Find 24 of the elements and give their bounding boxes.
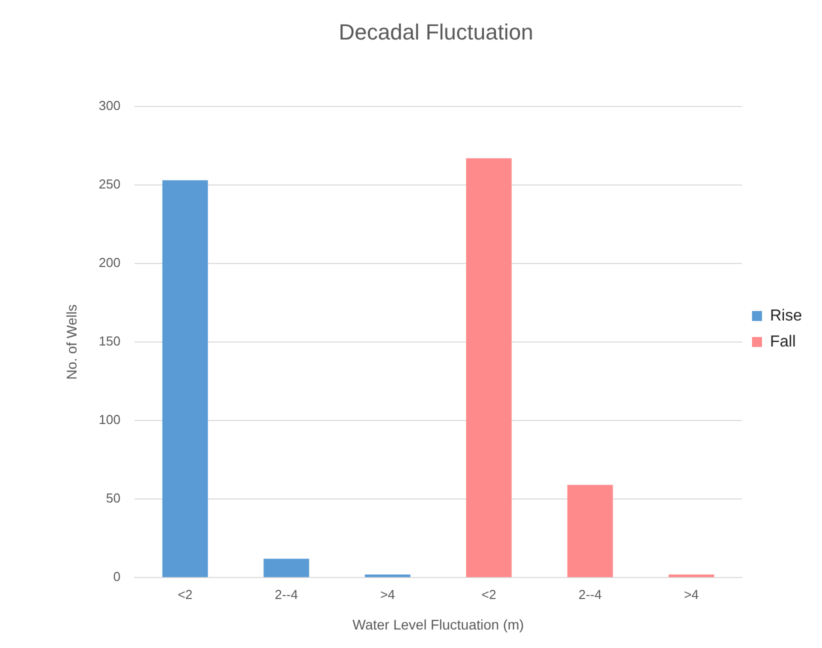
x-tick-label: <2 [481, 586, 496, 602]
y-axis-title: No. of Wells [63, 304, 80, 380]
x-tick-label: >4 [684, 586, 699, 602]
y-tick-label: 200 [98, 255, 120, 270]
x-tick-label: >4 [380, 586, 396, 602]
x-tick-label: 2--4 [578, 586, 602, 602]
bar [567, 484, 613, 578]
bar [668, 574, 714, 578]
bar [162, 180, 208, 578]
x-axis-title: Water Level Fluctuation (m) [352, 616, 524, 632]
bar [364, 574, 410, 578]
y-tick-label: 100 [98, 412, 120, 428]
bar [264, 558, 310, 578]
y-tick-label: 50 [106, 490, 120, 506]
legend-label: Fall [770, 333, 796, 350]
bar [466, 158, 512, 578]
chart-title: Decadal Fluctuation [338, 19, 534, 44]
y-tick-label: 150 [98, 334, 120, 349]
y-tick-label: 300 [98, 98, 120, 113]
y-tick-label: 0 [113, 569, 120, 584]
y-tick-label: 250 [98, 176, 120, 192]
legend-label: Rise [770, 307, 802, 324]
x-tick-label: <2 [178, 586, 193, 602]
x-tick-label: 2--4 [274, 586, 298, 602]
